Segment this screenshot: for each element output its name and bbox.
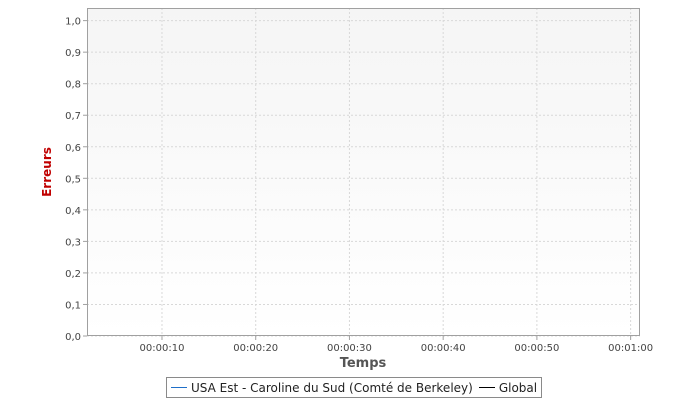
y-tick-label: 0,2 — [65, 269, 81, 280]
x-tick-label: 00:01:00 — [608, 343, 653, 354]
x-tick-label: 00:00:10 — [140, 343, 185, 354]
y-tick-label: 0,6 — [65, 143, 81, 154]
plot-background — [87, 8, 640, 336]
y-tick-label: 0,7 — [65, 111, 81, 122]
y-tick-label: 0,8 — [65, 80, 81, 91]
y-tick-label: 0,5 — [65, 174, 81, 185]
legend: USA Est - Caroline du Sud (Comté de Berk… — [166, 377, 543, 398]
legend-label-series-1: USA Est - Caroline du Sud (Comté de Berk… — [191, 380, 473, 395]
x-tick-label: 00:00:20 — [233, 343, 278, 354]
y-tick-label: 0,3 — [65, 237, 81, 248]
y-tick-label: 0,0 — [65, 332, 81, 343]
legend-item-global: Global — [478, 380, 538, 395]
y-tick-label: 0,9 — [65, 48, 81, 59]
x-axis-label: Temps — [340, 356, 387, 371]
x-tick-label: 00:00:50 — [514, 343, 559, 354]
legend-label-global: Global — [498, 380, 538, 395]
y-tick-label: 1,0 — [65, 17, 81, 28]
y-tick-label: 0,1 — [65, 300, 81, 311]
legend-swatch-global — [478, 387, 495, 388]
legend-swatch-series-1 — [171, 387, 187, 388]
plot-frame — [87, 8, 640, 336]
y-tick-label: 0,4 — [65, 206, 81, 217]
y-axis-label: Erreurs — [40, 147, 54, 197]
legend-item-series-1: USA Est - Caroline du Sud (Comté de Berk… — [171, 381, 473, 395]
x-tick-label: 00:00:30 — [327, 343, 372, 354]
x-tick-label: 00:00:40 — [421, 343, 466, 354]
